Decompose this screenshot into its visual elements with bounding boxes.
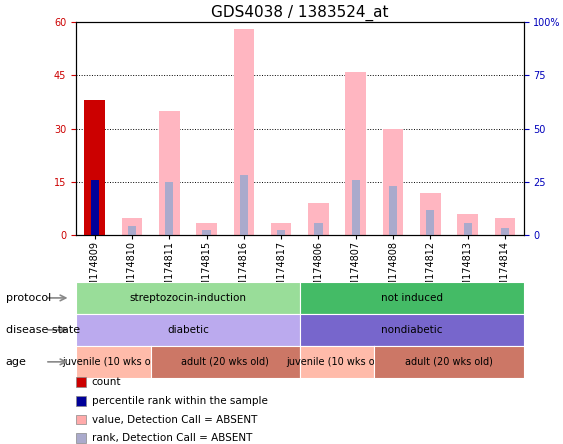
Text: juvenile (10 wks old): juvenile (10 wks old) <box>62 357 164 367</box>
Bar <box>420 193 441 235</box>
Text: nondiabetic: nondiabetic <box>381 325 443 335</box>
Bar <box>271 223 292 235</box>
Text: diabetic: diabetic <box>167 325 209 335</box>
Text: disease state: disease state <box>6 325 80 335</box>
Title: GDS4038 / 1383524_at: GDS4038 / 1383524_at <box>211 4 388 21</box>
Bar <box>84 100 105 235</box>
Bar <box>314 223 323 235</box>
Bar <box>277 230 285 235</box>
Bar <box>389 186 397 235</box>
Text: rank, Detection Call = ABSENT: rank, Detection Call = ABSENT <box>92 433 252 443</box>
Text: adult (20 wks old): adult (20 wks old) <box>181 357 269 367</box>
Bar <box>240 175 248 235</box>
Bar <box>165 182 173 235</box>
Bar <box>234 29 254 235</box>
Bar <box>383 129 403 235</box>
Text: protocol: protocol <box>6 293 51 303</box>
Bar <box>308 203 329 235</box>
Text: juvenile (10 wks old): juvenile (10 wks old) <box>287 357 388 367</box>
Bar <box>352 180 360 235</box>
Bar <box>122 218 142 235</box>
Text: count: count <box>92 377 121 387</box>
Text: streptozocin-induction: streptozocin-induction <box>129 293 247 303</box>
Bar <box>457 214 478 235</box>
Text: value, Detection Call = ABSENT: value, Detection Call = ABSENT <box>92 415 257 424</box>
Text: adult (20 wks old): adult (20 wks old) <box>405 357 493 367</box>
Text: percentile rank within the sample: percentile rank within the sample <box>92 396 267 406</box>
Bar <box>128 226 136 235</box>
Bar <box>159 111 180 235</box>
Bar <box>91 180 99 235</box>
Bar <box>346 72 366 235</box>
Bar <box>501 228 509 235</box>
Bar <box>495 218 515 235</box>
Bar <box>426 210 435 235</box>
Bar <box>203 230 211 235</box>
Bar <box>463 223 472 235</box>
Text: age: age <box>6 357 26 367</box>
Text: not induced: not induced <box>381 293 443 303</box>
Bar <box>196 223 217 235</box>
